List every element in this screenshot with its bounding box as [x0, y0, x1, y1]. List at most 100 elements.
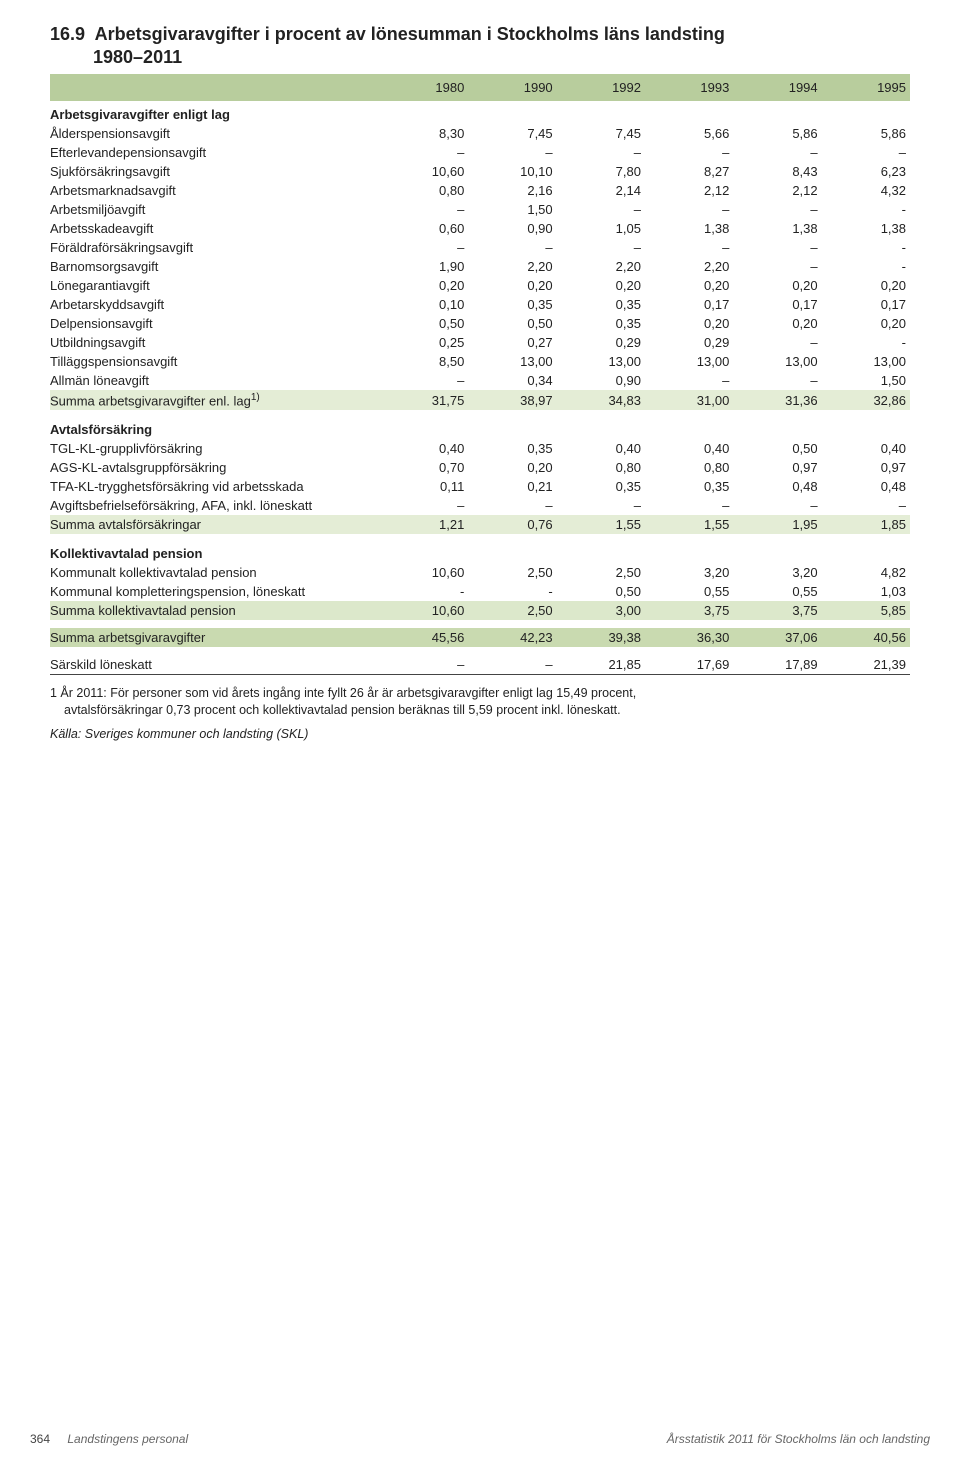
- cell: –: [733, 333, 821, 352]
- cell: 10,60: [380, 601, 468, 620]
- source-line: Källa: Sveriges kommuner och landsting (…: [50, 727, 910, 741]
- cell: 0,11: [380, 477, 468, 496]
- cell: 1,21: [380, 515, 468, 534]
- cell: –: [380, 655, 468, 675]
- cell: 31,00: [645, 390, 733, 410]
- row-label: Ålderspensionsavgift: [50, 124, 380, 143]
- cell: –: [733, 371, 821, 390]
- cell: –: [468, 238, 556, 257]
- cell: 6,23: [822, 162, 910, 181]
- col-year: 1993: [645, 75, 733, 100]
- table-row: TFA-KL-trygghetsförsäkring vid arbetsska…: [50, 477, 910, 496]
- table-row: Kommunalt kollektivavtalad pension10,602…: [50, 563, 910, 582]
- sarskild-row: Särskild löneskatt––21,8517,6917,8921,39: [50, 655, 910, 675]
- page-footer-left: 364 Landstingens personal: [30, 1432, 188, 1446]
- cell: 0,20: [822, 276, 910, 295]
- cell: 0,25: [380, 333, 468, 352]
- cell: 13,00: [557, 352, 645, 371]
- table-row: Arbetsmiljöavgift–1,50–––-: [50, 200, 910, 219]
- cell: 5,66: [645, 124, 733, 143]
- cell: 0,35: [557, 477, 645, 496]
- cell: -: [822, 238, 910, 257]
- cell: 5,86: [822, 124, 910, 143]
- cell: 3,75: [645, 601, 733, 620]
- cell: 37,06: [733, 628, 821, 647]
- section-heading-row: Kollektivavtalad pension: [50, 534, 910, 563]
- cell: 0,40: [557, 439, 645, 458]
- page-section-label: Landstingens personal: [67, 1432, 188, 1446]
- footnote-line2: avtalsförsäkringar 0,73 procent och koll…: [50, 702, 910, 719]
- cell: 2,12: [733, 181, 821, 200]
- cell: 8,50: [380, 352, 468, 371]
- cell: –: [733, 257, 821, 276]
- cell: 42,23: [468, 628, 556, 647]
- table-row: Tilläggspensionsavgift8,5013,0013,0013,0…: [50, 352, 910, 371]
- row-label: AGS-KL-avtalsgruppförsäkring: [50, 458, 380, 477]
- row-label: Avgiftsbefrielseförsäkring, AFA, inkl. l…: [50, 496, 380, 515]
- section-heading: Arbetsgivaravgifter enligt lag: [50, 100, 910, 124]
- cell: 2,20: [645, 257, 733, 276]
- section-heading-row: Arbetsgivaravgifter enligt lag: [50, 100, 910, 124]
- sum-row: Summa arbetsgivaravgifter enl. lag1)31,7…: [50, 390, 910, 410]
- cell: –: [380, 143, 468, 162]
- cell: 0,20: [733, 276, 821, 295]
- cell: 0,48: [822, 477, 910, 496]
- cell: –: [380, 200, 468, 219]
- cell: 5,85: [822, 601, 910, 620]
- cell: 8,27: [645, 162, 733, 181]
- cell: –: [822, 143, 910, 162]
- cell: 2,16: [468, 181, 556, 200]
- col-year: 1994: [733, 75, 821, 100]
- cell: –: [557, 143, 645, 162]
- table-row: Ålderspensionsavgift8,307,457,455,665,86…: [50, 124, 910, 143]
- row-label: Särskild löneskatt: [50, 655, 380, 675]
- cell: 0,55: [645, 582, 733, 601]
- cell: 0,80: [557, 458, 645, 477]
- footnote-line1: 1 År 2011: För personer som vid årets in…: [50, 685, 910, 702]
- cell: 17,69: [645, 655, 733, 675]
- cell: –: [645, 143, 733, 162]
- table-title-line1: Arbetsgivaravgifter i procent av lönesum…: [95, 24, 725, 45]
- sum-row: Summa kollektivavtalad pension10,602,503…: [50, 601, 910, 620]
- cell: –: [645, 496, 733, 515]
- cell: 0,20: [557, 276, 645, 295]
- table-row: Kommunal kompletteringspension, löneskat…: [50, 582, 910, 601]
- table-row: Delpensionsavgift0,500,500,350,200,200,2…: [50, 314, 910, 333]
- row-label: Lönegarantiavgift: [50, 276, 380, 295]
- cell: 0,20: [645, 314, 733, 333]
- cell: 0,17: [733, 295, 821, 314]
- cell: –: [557, 200, 645, 219]
- cell: 0,50: [468, 314, 556, 333]
- cell: 2,14: [557, 181, 645, 200]
- cell: 3,20: [645, 563, 733, 582]
- cell: 7,80: [557, 162, 645, 181]
- cell: 0,97: [822, 458, 910, 477]
- cell: 0,55: [733, 582, 821, 601]
- col-year: 1980: [380, 75, 468, 100]
- cell: –: [733, 496, 821, 515]
- cell: 0,35: [468, 295, 556, 314]
- cell: 2,50: [468, 601, 556, 620]
- cell: 0,17: [645, 295, 733, 314]
- cell: 13,00: [822, 352, 910, 371]
- cell: 0,50: [380, 314, 468, 333]
- cell: 21,39: [822, 655, 910, 675]
- section-heading-row: Avtalsförsäkring: [50, 410, 910, 439]
- row-label: TGL-KL-grupplivförsäkring: [50, 439, 380, 458]
- cell: 1,55: [557, 515, 645, 534]
- cell: 4,32: [822, 181, 910, 200]
- row-label: Tilläggspensionsavgift: [50, 352, 380, 371]
- cell: 0,20: [733, 314, 821, 333]
- cell: 0,20: [380, 276, 468, 295]
- cell: 0,50: [557, 582, 645, 601]
- grand-sum-row: Summa arbetsgivaravgifter45,5642,2339,38…: [50, 628, 910, 647]
- cell: –: [733, 143, 821, 162]
- table-row: Arbetsmarknadsavgift0,802,162,142,122,12…: [50, 181, 910, 200]
- table-row: Föräldraförsäkringsavgift–––––-: [50, 238, 910, 257]
- cell: 0,27: [468, 333, 556, 352]
- cell: 5,86: [733, 124, 821, 143]
- cell: 1,95: [733, 515, 821, 534]
- column-header-row: 1980 1990 1992 1993 1994 1995: [50, 75, 910, 100]
- cell: 1,38: [733, 219, 821, 238]
- cell: 7,45: [468, 124, 556, 143]
